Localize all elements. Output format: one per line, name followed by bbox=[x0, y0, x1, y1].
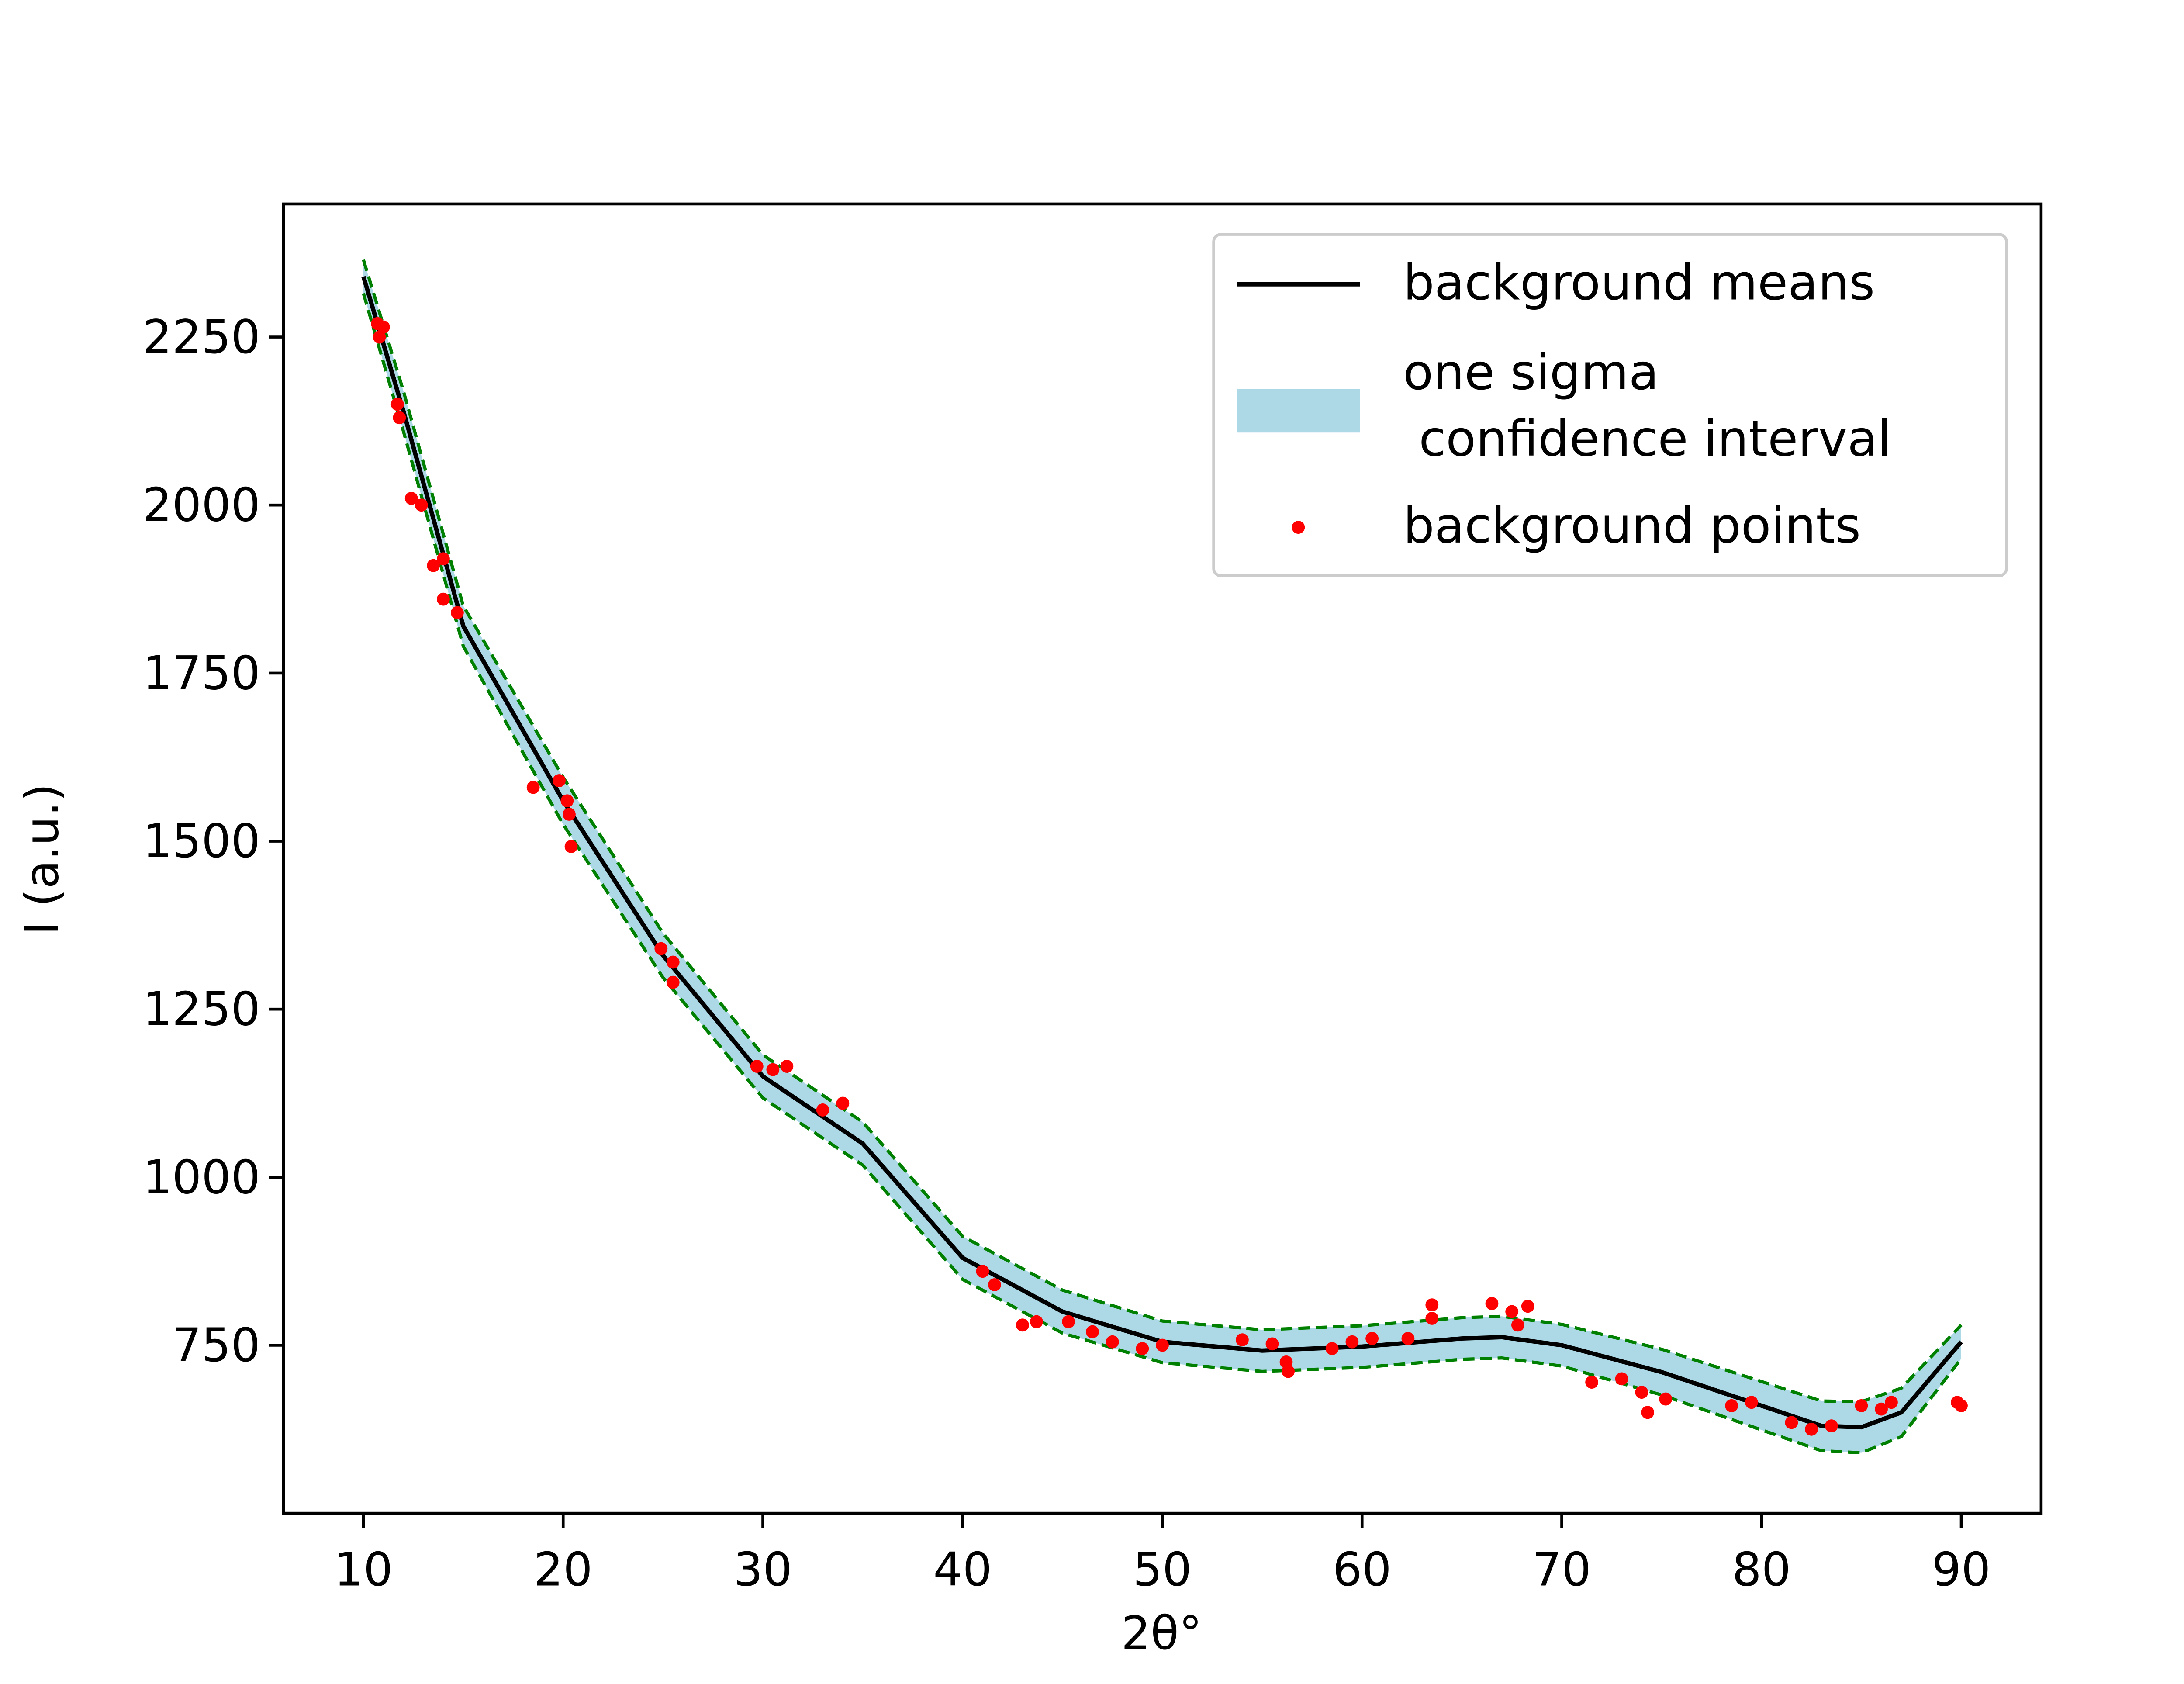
data-point bbox=[1106, 1335, 1119, 1349]
x-tick-label: 60 bbox=[1333, 1543, 1392, 1597]
data-point bbox=[437, 592, 450, 606]
data-point bbox=[666, 955, 680, 969]
data-point bbox=[780, 1060, 794, 1073]
data-point bbox=[427, 559, 440, 572]
mean-line bbox=[361, 276, 1963, 1430]
data-point bbox=[1136, 1342, 1149, 1355]
data-point bbox=[560, 794, 574, 808]
legend-label: background means bbox=[1403, 254, 1875, 313]
x-tick-label: 70 bbox=[1532, 1543, 1591, 1597]
x-tick-label: 80 bbox=[1732, 1543, 1791, 1597]
legend-swatch-line bbox=[1237, 282, 1360, 287]
data-point bbox=[1875, 1402, 1888, 1416]
data-point bbox=[437, 552, 450, 566]
data-point bbox=[1659, 1392, 1673, 1406]
y-axis-label: I (a.u.) bbox=[15, 784, 69, 935]
y-tick-label: 1000 bbox=[142, 1150, 260, 1204]
band-edge bbox=[362, 259, 1963, 1404]
data-point bbox=[451, 606, 464, 619]
data-point bbox=[1156, 1338, 1169, 1352]
data-point bbox=[1511, 1318, 1524, 1332]
x-tick-label: 90 bbox=[1932, 1543, 1991, 1597]
data-point bbox=[1062, 1315, 1075, 1328]
data-point bbox=[1785, 1416, 1798, 1429]
data-point bbox=[1641, 1406, 1655, 1419]
legend-swatch-dot bbox=[1292, 521, 1305, 534]
data-point bbox=[415, 498, 428, 512]
x-tick-label: 30 bbox=[733, 1543, 792, 1597]
data-point bbox=[1505, 1305, 1519, 1318]
data-point bbox=[1955, 1399, 1968, 1412]
legend-label: one sigma confidence interval bbox=[1403, 344, 1891, 469]
y-tick-label: 1500 bbox=[142, 814, 260, 868]
data-point bbox=[393, 411, 406, 425]
data-point bbox=[377, 320, 390, 334]
data-point bbox=[404, 491, 418, 505]
data-point bbox=[1325, 1342, 1339, 1355]
data-point bbox=[1855, 1399, 1868, 1412]
data-point bbox=[1086, 1325, 1099, 1338]
data-point bbox=[1521, 1300, 1534, 1313]
x-tick-label: 50 bbox=[1133, 1543, 1192, 1597]
x-tick-label: 10 bbox=[334, 1543, 393, 1597]
data-point bbox=[654, 942, 668, 955]
data-point bbox=[1615, 1372, 1628, 1386]
data-point bbox=[1030, 1315, 1043, 1328]
data-point bbox=[390, 398, 404, 411]
data-point bbox=[1425, 1312, 1439, 1325]
data-point bbox=[1825, 1419, 1838, 1432]
data-point bbox=[553, 774, 566, 787]
data-point bbox=[1236, 1333, 1249, 1347]
data-point bbox=[1725, 1399, 1738, 1412]
data-point bbox=[1635, 1386, 1648, 1399]
data-point bbox=[564, 840, 578, 853]
data-point bbox=[1805, 1422, 1818, 1436]
data-point bbox=[1345, 1335, 1359, 1349]
x-axis-label: 2θ° bbox=[1121, 1606, 1202, 1660]
data-point bbox=[766, 1063, 780, 1076]
data-point bbox=[1585, 1376, 1598, 1389]
data-point bbox=[816, 1103, 829, 1117]
data-point bbox=[373, 330, 386, 344]
data-point bbox=[750, 1060, 764, 1073]
data-point bbox=[563, 808, 576, 821]
y-tick-label: 2250 bbox=[142, 310, 260, 364]
data-point bbox=[1365, 1332, 1379, 1345]
data-point bbox=[1401, 1332, 1415, 1345]
y-tick-label: 1750 bbox=[142, 646, 260, 700]
y-tick-label: 1250 bbox=[142, 982, 260, 1036]
data-point bbox=[666, 975, 680, 989]
data-point bbox=[836, 1096, 850, 1110]
data-point bbox=[1425, 1298, 1439, 1312]
band-edge bbox=[362, 293, 1963, 1455]
y-tick-label: 750 bbox=[172, 1318, 260, 1372]
y-tick-label: 2000 bbox=[142, 478, 260, 532]
data-point bbox=[1265, 1337, 1279, 1351]
data-point bbox=[526, 781, 540, 794]
legend-label: background points bbox=[1403, 498, 1861, 556]
data-point bbox=[1885, 1396, 1898, 1409]
data-point bbox=[976, 1265, 989, 1278]
data-point bbox=[1485, 1297, 1499, 1310]
x-tick-label: 20 bbox=[534, 1543, 593, 1597]
data-point bbox=[1282, 1365, 1295, 1378]
data-point bbox=[988, 1278, 1001, 1291]
data-point bbox=[1745, 1396, 1758, 1409]
x-tick-label: 40 bbox=[933, 1543, 992, 1597]
legend-swatch-band bbox=[1237, 389, 1360, 433]
legend: background means one sigma confidence in… bbox=[1212, 233, 2008, 577]
data-point bbox=[1016, 1318, 1029, 1332]
